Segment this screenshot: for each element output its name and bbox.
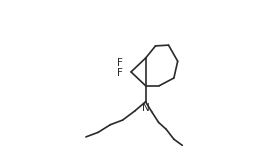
Text: F: F <box>117 68 123 78</box>
Text: F: F <box>117 58 123 69</box>
Text: N: N <box>142 103 149 113</box>
